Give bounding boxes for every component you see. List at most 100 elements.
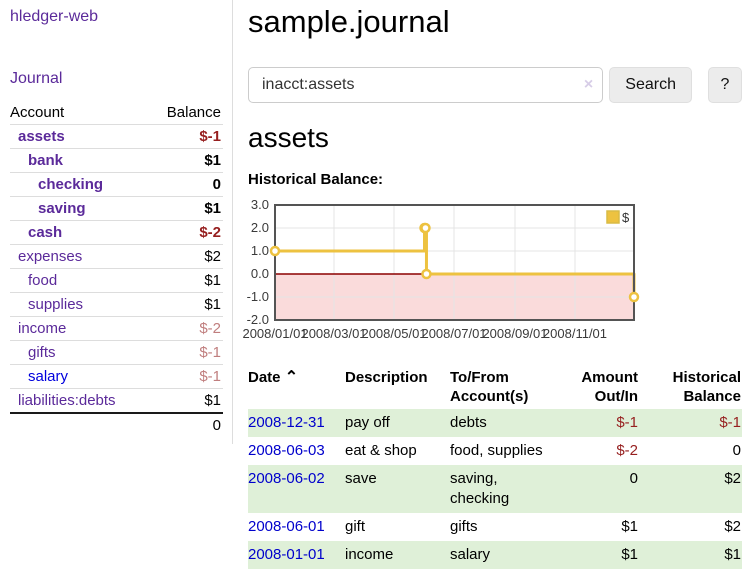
transaction-amount: $1 bbox=[621, 546, 638, 563]
transaction-description: pay off bbox=[345, 414, 390, 431]
sidebar-item-journal[interactable]: Journal bbox=[10, 70, 63, 87]
transaction-date-link[interactable]: 2008-01-01 bbox=[248, 546, 325, 563]
svg-text:2008/03/01: 2008/03/01 bbox=[301, 326, 366, 341]
search-bar: × Search ? bbox=[248, 67, 742, 103]
register-row: 2008-01-01 income salary $1 $1 bbox=[248, 541, 742, 569]
account-link-liabilities-debts[interactable]: liabilities:debts bbox=[18, 392, 116, 409]
svg-text:2.0: 2.0 bbox=[251, 220, 269, 235]
account-row-expenses: expenses $2 bbox=[10, 244, 223, 269]
svg-text:2008/09/01: 2008/09/01 bbox=[482, 326, 547, 341]
account-page-title: assets bbox=[248, 122, 329, 153]
register-table: Date ⌃ Description To/From Account(s) Am… bbox=[248, 366, 742, 569]
transaction-accounts: salary bbox=[450, 546, 491, 563]
account-row-saving: saving $1 bbox=[10, 196, 223, 221]
transaction-description: gift bbox=[345, 518, 366, 535]
svg-text:0.0: 0.0 bbox=[251, 266, 269, 281]
accounts-total-row: 0 bbox=[10, 412, 223, 437]
account-row-checking: checking 0 bbox=[10, 172, 223, 197]
accounts-total-value: 0 bbox=[148, 412, 223, 437]
account-row-income: income $-2 bbox=[10, 316, 223, 341]
transaction-date-link[interactable]: 2008-12-31 bbox=[248, 414, 325, 431]
svg-text:2008/07/01: 2008/07/01 bbox=[421, 326, 486, 341]
transaction-date-link[interactable]: 2008-06-01 bbox=[248, 518, 325, 535]
transaction-amount: $1 bbox=[621, 518, 638, 535]
svg-text:1.0: 1.0 bbox=[251, 243, 269, 258]
sidebar: hledger-web Journal Account Balance asse… bbox=[0, 0, 233, 444]
account-row-supplies: supplies $1 bbox=[10, 292, 223, 317]
register-row: 2008-06-02 save saving, checking 0 $2 bbox=[248, 465, 742, 513]
transaction-balance: $2 bbox=[724, 518, 741, 535]
account-link-income[interactable]: income bbox=[18, 320, 67, 337]
date-column-header[interactable]: Date ⌃ bbox=[248, 369, 299, 386]
account-balance: $-1 bbox=[148, 364, 223, 389]
app-brand-link[interactable]: hledger-web bbox=[10, 8, 99, 25]
register-header-row: Date ⌃ Description To/From Account(s) Am… bbox=[248, 366, 742, 409]
svg-text:-2.0: -2.0 bbox=[247, 312, 269, 327]
transaction-balance: $2 bbox=[724, 470, 741, 487]
account-balance: $-2 bbox=[148, 220, 223, 245]
transaction-accounts: saving, checking bbox=[450, 470, 510, 507]
svg-text:2008/11/01: 2008/11/01 bbox=[543, 326, 607, 341]
account-balance: $-1 bbox=[148, 124, 223, 149]
account-link-gifts[interactable]: gifts bbox=[28, 344, 56, 361]
description-column-header: Description bbox=[345, 369, 428, 386]
accounts-column-header: To/From Account(s) bbox=[450, 369, 529, 405]
account-link-saving[interactable]: saving bbox=[38, 200, 86, 217]
transaction-balance: $1 bbox=[724, 546, 741, 563]
svg-text:3.0: 3.0 bbox=[251, 197, 269, 212]
chart-canvas: $3.0 2.0 1.0 0.0 -1.0 -2.02008/01/012008/03/0… bbox=[242, 197, 640, 341]
account-balance: $1 bbox=[148, 196, 223, 221]
account-link-supplies[interactable]: supplies bbox=[28, 296, 84, 313]
account-link-cash[interactable]: cash bbox=[28, 224, 63, 241]
page-title: sample.journal bbox=[248, 4, 450, 39]
account-link-expenses[interactable]: expenses bbox=[18, 248, 83, 265]
account-balance: $1 bbox=[148, 148, 223, 173]
sidebar-accounts-table: Account Balance assets $-1 bank $1 check… bbox=[10, 101, 223, 437]
account-link-checking[interactable]: checking bbox=[38, 176, 104, 193]
svg-text:$: $ bbox=[622, 210, 630, 225]
search-input[interactable] bbox=[248, 67, 604, 103]
balance-column-header: Balance bbox=[166, 104, 221, 121]
account-link-food[interactable]: food bbox=[28, 272, 58, 289]
help-button[interactable]: ? bbox=[707, 67, 742, 103]
balance-column-header: Historical Balance bbox=[672, 369, 741, 405]
account-balance: $2 bbox=[148, 244, 223, 269]
register-row: 2008-06-01 gift gifts $1 $2 bbox=[248, 513, 742, 541]
chart-label: Historical Balance: bbox=[248, 171, 384, 188]
transaction-date-link[interactable]: 2008-06-03 bbox=[248, 442, 325, 459]
clear-search-icon[interactable]: × bbox=[583, 76, 594, 93]
account-row-salary: salary $-1 bbox=[10, 364, 223, 389]
transaction-balance: $-1 bbox=[719, 414, 741, 431]
transaction-date-link[interactable]: 2008-06-02 bbox=[248, 470, 325, 487]
account-balance: $1 bbox=[148, 268, 223, 293]
main-content: sample.journal × Search ? assets Histori… bbox=[242, 0, 742, 569]
account-row-cash: cash $-2 bbox=[10, 220, 223, 245]
transaction-description: income bbox=[345, 546, 394, 563]
account-row-gifts: gifts $-1 bbox=[10, 340, 223, 365]
account-balance: $1 bbox=[148, 388, 223, 413]
transaction-amount: $-2 bbox=[616, 442, 638, 459]
transaction-balance: 0 bbox=[732, 442, 741, 459]
account-link-assets[interactable]: assets bbox=[18, 128, 65, 145]
account-balance: 0 bbox=[148, 172, 223, 197]
account-link-salary[interactable]: salary bbox=[28, 368, 69, 385]
svg-text:2008/01/01: 2008/01/01 bbox=[242, 326, 307, 341]
historical-balance-chart: $3.0 2.0 1.0 0.0 -1.0 -2.0 2008/01/01 2008/03/0… bbox=[242, 197, 742, 344]
account-balance: $-2 bbox=[148, 316, 223, 341]
account-balance: $1 bbox=[148, 292, 223, 317]
search-button[interactable]: Search bbox=[609, 67, 692, 103]
amount-column-header: Amount Out/In bbox=[581, 369, 638, 405]
register-row: 2008-12-31 pay off debts $-1 $-1 bbox=[248, 409, 742, 437]
account-row-bank: bank $1 bbox=[10, 148, 223, 173]
account-row-food: food $1 bbox=[10, 268, 223, 293]
sort-ascending-icon: ⌃ bbox=[284, 369, 299, 386]
transaction-accounts: gifts bbox=[450, 518, 478, 535]
register-row: 2008-06-03 eat & shop food, supplies $-2… bbox=[248, 437, 742, 465]
transaction-amount: 0 bbox=[629, 470, 638, 487]
account-link-bank[interactable]: bank bbox=[28, 152, 64, 169]
transaction-amount: $-1 bbox=[616, 414, 638, 431]
account-row-assets: assets $-1 bbox=[10, 124, 223, 149]
accounts-header-row: Account Balance bbox=[10, 101, 223, 125]
transaction-description: eat & shop bbox=[345, 442, 417, 459]
account-row-liabilities-debts: liabilities:debts $1 bbox=[10, 388, 223, 413]
